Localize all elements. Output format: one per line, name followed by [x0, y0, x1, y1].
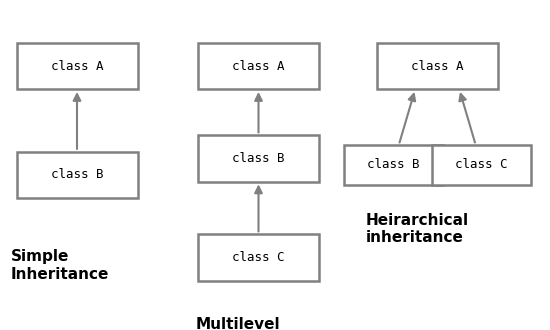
Text: class A: class A — [411, 59, 464, 73]
FancyBboxPatch shape — [198, 234, 319, 280]
Text: Multilevel
inheritance: Multilevel inheritance — [195, 317, 293, 330]
FancyBboxPatch shape — [377, 43, 498, 89]
Text: Heirarchical
inheritance: Heirarchical inheritance — [366, 213, 469, 245]
Text: class B: class B — [232, 152, 285, 165]
Text: class B: class B — [367, 158, 420, 172]
FancyBboxPatch shape — [432, 145, 531, 185]
FancyBboxPatch shape — [198, 135, 319, 182]
FancyBboxPatch shape — [198, 43, 319, 89]
Text: Simple
Inheritance: Simple Inheritance — [11, 249, 109, 281]
FancyBboxPatch shape — [16, 43, 138, 89]
Text: class B: class B — [51, 168, 103, 182]
Text: class A: class A — [232, 59, 285, 73]
FancyBboxPatch shape — [344, 145, 443, 185]
FancyBboxPatch shape — [16, 152, 138, 198]
Text: class C: class C — [455, 158, 508, 172]
Text: class C: class C — [232, 251, 285, 264]
Text: class A: class A — [51, 59, 103, 73]
